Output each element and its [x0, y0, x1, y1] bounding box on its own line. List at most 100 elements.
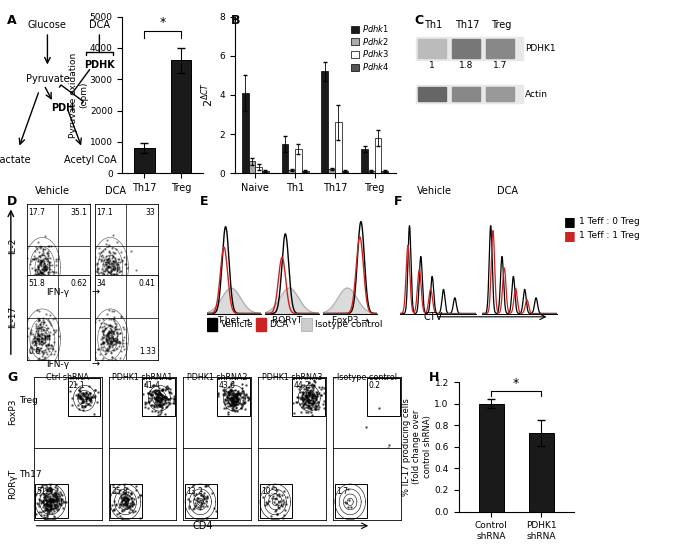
Text: 43.6: 43.6 [218, 381, 236, 390]
Point [110, 284, 121, 293]
Point [159, 396, 170, 405]
Point [85, 395, 96, 404]
Point [162, 394, 173, 403]
Point [122, 503, 134, 512]
Point [104, 342, 115, 351]
Point [99, 270, 110, 279]
Point [127, 507, 139, 516]
Point [36, 256, 48, 265]
Point [308, 390, 319, 399]
Point [43, 258, 55, 267]
Point [202, 492, 213, 500]
Point [198, 488, 209, 497]
Point [230, 399, 241, 408]
Point [232, 389, 244, 398]
Point [37, 507, 48, 515]
Point [40, 255, 51, 263]
Point [99, 279, 110, 288]
Text: DCA: DCA [89, 20, 110, 30]
Point [53, 497, 64, 505]
Point [39, 331, 50, 340]
Y-axis label: % IL-17 producing cells
(fold change over
control shRNA): % IL-17 producing cells (fold change ove… [402, 398, 432, 496]
Point [125, 489, 136, 498]
Point [225, 390, 236, 399]
Bar [374, 138, 382, 173]
Text: Vehicle: Vehicle [416, 185, 452, 196]
Point [42, 339, 53, 348]
Point [115, 267, 126, 276]
Text: 10.3: 10.3 [261, 487, 278, 496]
Point [40, 353, 51, 362]
Point [105, 262, 116, 271]
Point [25, 341, 36, 350]
Point [38, 274, 50, 283]
Bar [262, 171, 269, 173]
Point [232, 406, 243, 415]
Point [24, 348, 35, 356]
Point [33, 307, 44, 316]
Point [56, 490, 67, 499]
Text: 41.4: 41.4 [144, 381, 161, 390]
Point [155, 405, 167, 414]
Point [228, 400, 239, 409]
Point [150, 387, 161, 396]
Point [41, 265, 52, 273]
Point [278, 511, 289, 520]
Text: 44.2: 44.2 [293, 381, 311, 390]
Point [304, 391, 316, 400]
Point [101, 251, 112, 260]
Point [44, 276, 55, 284]
Point [30, 509, 41, 518]
Bar [416, 85, 523, 103]
Point [306, 408, 317, 416]
Point [32, 256, 43, 265]
Text: IFN-γ: IFN-γ [46, 288, 70, 298]
Point [274, 504, 285, 513]
Point [41, 348, 52, 357]
Point [84, 393, 95, 402]
Point [112, 280, 123, 289]
Point [223, 390, 235, 399]
Point [230, 389, 241, 398]
Point [27, 339, 38, 348]
Point [318, 383, 330, 392]
Point [82, 400, 93, 409]
Point [237, 389, 248, 398]
Point [311, 398, 322, 407]
Bar [134, 148, 155, 173]
Point [192, 497, 203, 505]
Point [34, 242, 45, 251]
Point [30, 337, 41, 346]
Point [48, 277, 59, 286]
Point [310, 394, 321, 403]
Point [41, 264, 52, 273]
Point [83, 381, 94, 390]
Point [50, 502, 61, 511]
Point [53, 499, 64, 508]
Point [160, 393, 172, 402]
Point [169, 395, 180, 404]
Point [43, 508, 55, 517]
Point [145, 393, 156, 402]
Point [219, 389, 230, 398]
Point [277, 513, 288, 522]
Point [37, 355, 48, 364]
Point [231, 400, 242, 409]
Point [44, 492, 55, 500]
Point [34, 266, 46, 274]
Point [212, 389, 223, 398]
Bar [335, 122, 342, 173]
Point [105, 280, 116, 289]
Point [32, 238, 43, 247]
Point [36, 268, 47, 277]
Point [32, 345, 43, 354]
Point [270, 500, 281, 509]
Point [190, 502, 201, 510]
Point [44, 260, 55, 269]
Point [41, 331, 52, 340]
Text: A: A [7, 14, 17, 27]
Point [46, 498, 57, 507]
Point [38, 263, 50, 272]
Point [42, 341, 53, 350]
Point [111, 267, 122, 276]
